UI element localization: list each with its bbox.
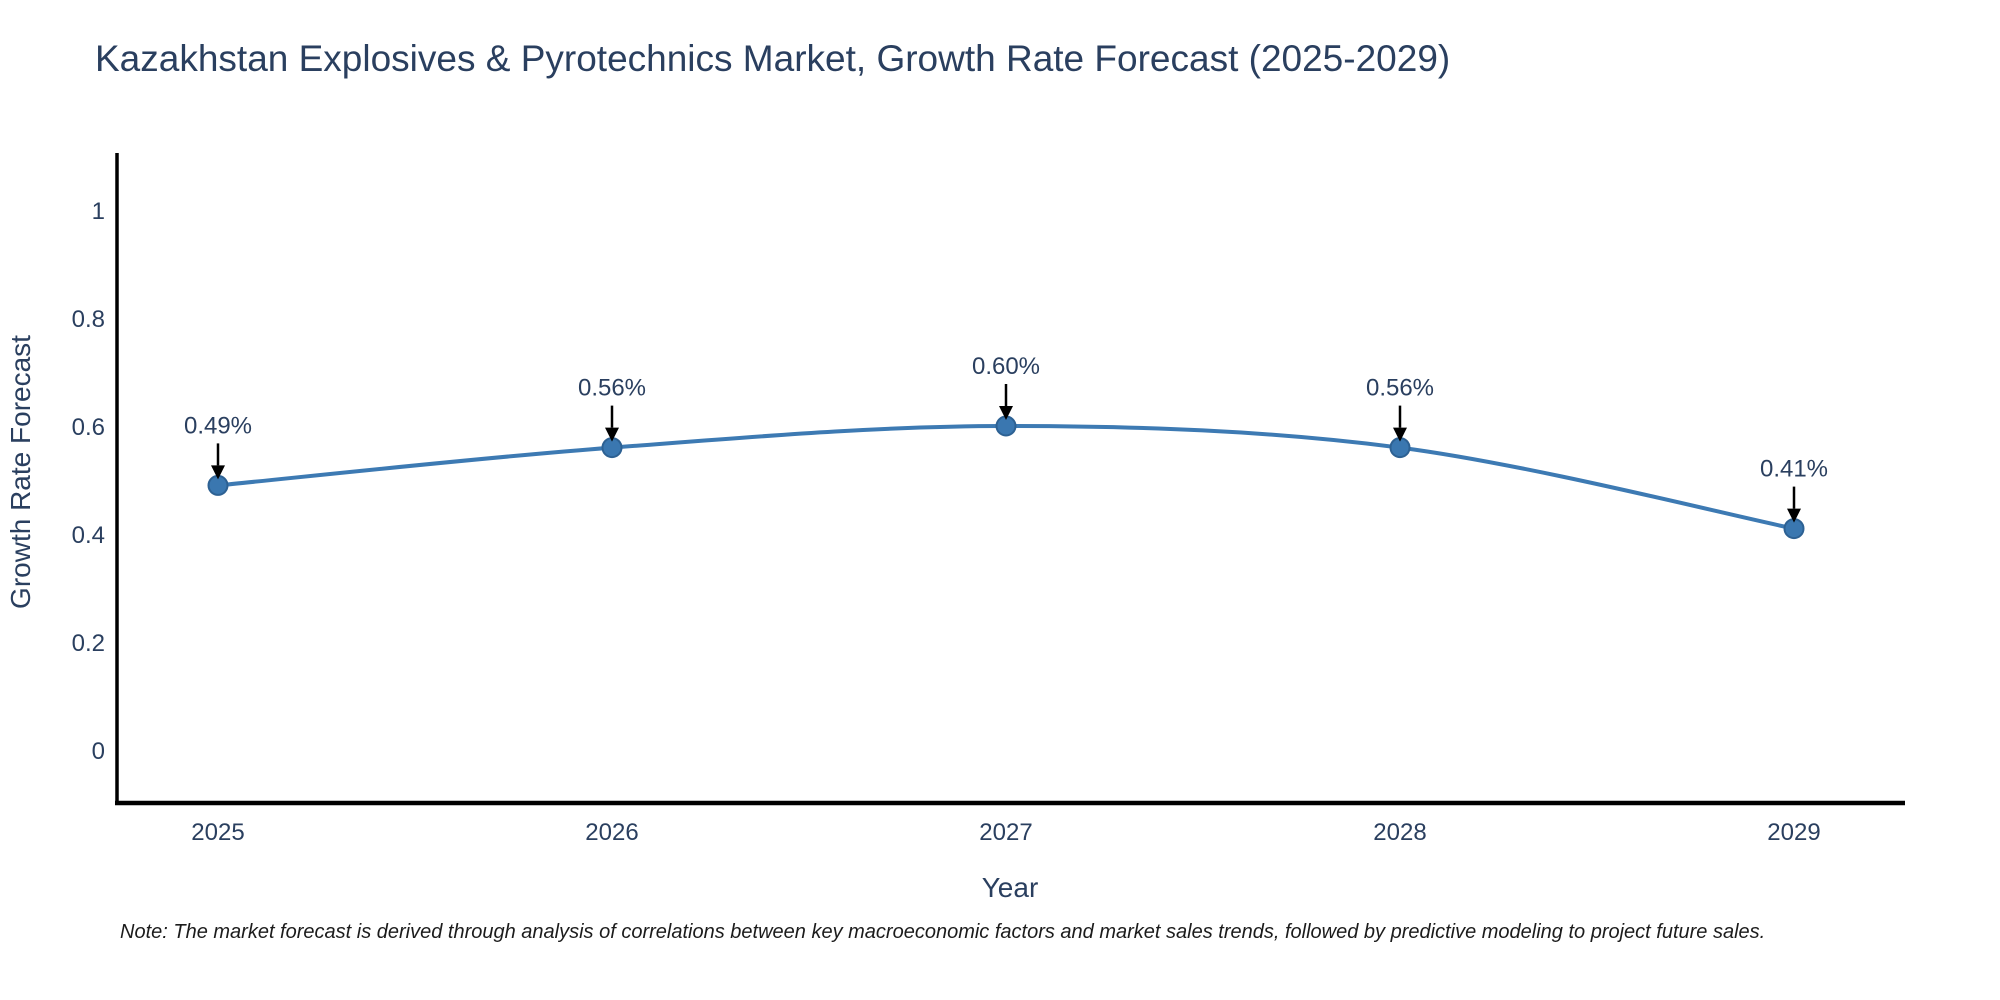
annotation-label: 0.49% [184,412,252,439]
y-tick-label: 0.2 [72,630,105,657]
annotation-arrowhead [1393,427,1407,442]
x-tick-label: 2029 [1767,819,1820,846]
annotation-label: 0.56% [578,375,646,402]
y-tick-label: 0.8 [72,306,105,333]
x-axis-title: Year [982,872,1039,903]
x-tick-label: 2026 [585,819,638,846]
x-tick-label: 2025 [191,819,244,846]
footnote: Note: The market forecast is derived thr… [120,921,1766,943]
y-axis-title: Growth Rate Forecast [5,335,36,609]
annotation-label: 0.56% [1366,375,1434,402]
trend-line [216,423,1796,531]
annotation-arrowhead [1787,508,1801,523]
y-tick-label: 0.4 [72,522,105,549]
annotation-arrowhead [999,406,1013,420]
y-tick-label: 1 [92,198,105,225]
annotation-label: 0.60% [972,353,1040,380]
y-tick-label: 0 [92,738,105,765]
x-tick-label: 2028 [1373,819,1426,846]
x-tick-label: 2027 [979,819,1032,846]
annotation-arrowhead [211,465,225,480]
annotation-label: 0.41% [1760,456,1828,483]
chart-title: Kazakhstan Explosives & Pyrotechnics Mar… [95,38,1451,79]
y-tick-label: 0.6 [72,414,105,441]
annotation-arrowhead [605,427,619,442]
